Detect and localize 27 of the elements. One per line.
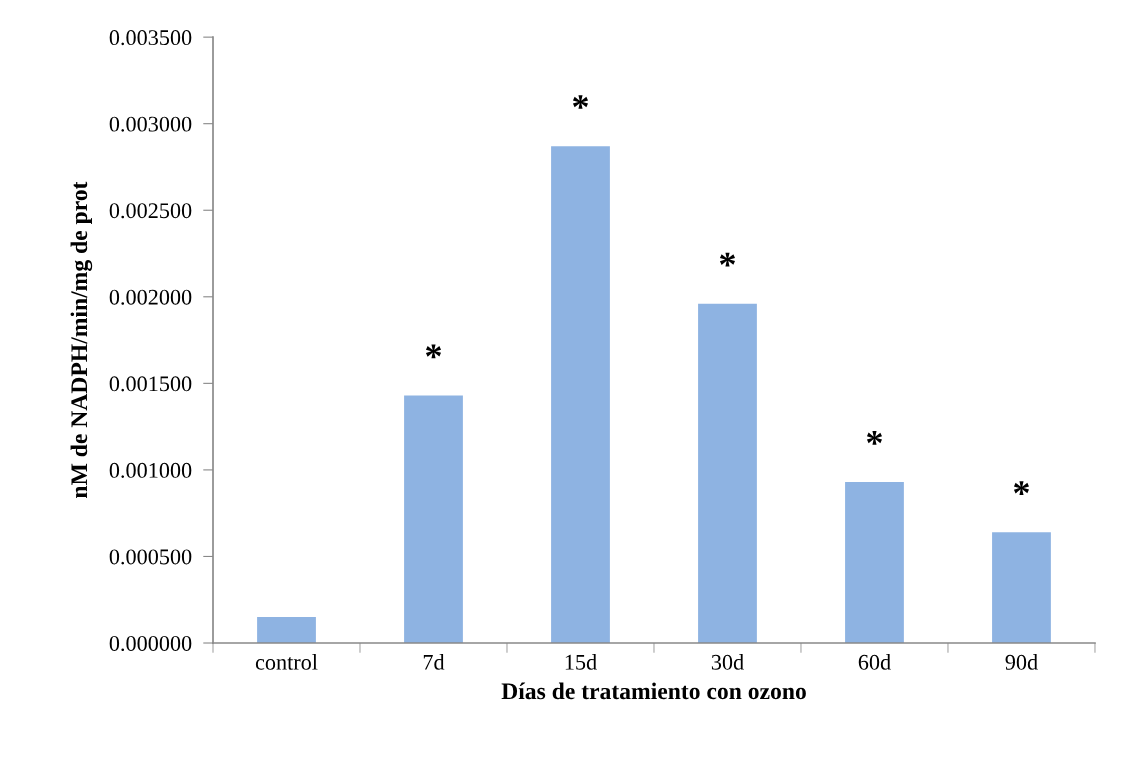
x-tick-label: 90d — [1005, 654, 1038, 670]
x-tick-label: 30d — [711, 654, 744, 670]
y-axis-title: nM de NADPH/min/mg de prot — [70, 181, 93, 498]
x-tick-label: 60d — [858, 654, 891, 670]
y-tick-label: 0.000000 — [109, 635, 192, 652]
bar — [845, 482, 904, 644]
x-tick-label: control — [255, 654, 318, 670]
annotation: * — [572, 95, 589, 109]
bar — [257, 617, 316, 644]
bar — [404, 395, 463, 644]
annotation: * — [866, 431, 883, 445]
y-tick-label: 0.001500 — [109, 376, 192, 392]
annotation: * — [719, 252, 736, 267]
y-tick-label: 0.002500 — [109, 203, 192, 219]
y-tick-label: 0.003500 — [109, 30, 192, 46]
x-tick-label: 7d — [423, 654, 445, 670]
y-tick-label: 0.003000 — [109, 116, 192, 132]
x-axis-title: Días de tratamiento con ozono — [501, 682, 806, 700]
bar — [698, 303, 757, 644]
y-tick-label: 0.001000 — [109, 462, 192, 478]
y-tick-label: 0.000500 — [109, 549, 192, 565]
y-tick-label: 0.002000 — [109, 289, 192, 305]
annotation: * — [425, 344, 442, 359]
bar — [551, 146, 610, 644]
x-tick-label: 15d — [565, 654, 597, 670]
bar — [992, 532, 1051, 644]
annotation: * — [1013, 481, 1029, 495]
